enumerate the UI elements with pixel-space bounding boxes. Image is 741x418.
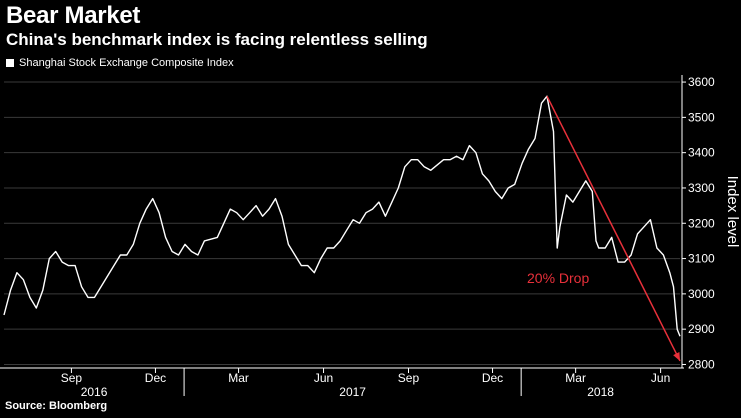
x-tick-label: Dec — [145, 371, 166, 385]
y-tick-label: 2900 — [688, 322, 715, 336]
y-tick-label: 3100 — [688, 252, 715, 266]
series-line — [3, 95, 681, 337]
x-tick-label: Dec — [482, 371, 503, 385]
y-tick-label: 2800 — [688, 357, 715, 371]
chart-title: Bear Market — [6, 2, 141, 29]
annotation-arrow — [546, 95, 681, 362]
legend: Shanghai Stock Exchange Composite Index — [6, 57, 234, 69]
y-tick-label: 3000 — [688, 287, 715, 301]
y-tick-label: 3400 — [688, 146, 715, 160]
y-axis-title: Index level — [724, 176, 741, 248]
x-tick-label: Mar — [228, 371, 249, 385]
year-label: 2018 — [587, 385, 614, 399]
annotation-arrowhead — [673, 351, 680, 361]
x-tick-label: Sep — [398, 371, 420, 385]
annotation-label: 20% Drop — [527, 270, 589, 286]
x-tick-label: Sep — [61, 371, 83, 385]
y-tick-label: 3200 — [688, 216, 715, 230]
x-tick-label: Jun — [314, 371, 333, 385]
legend-label: Shanghai Stock Exchange Composite Index — [19, 57, 234, 69]
y-tick-label: 3300 — [688, 181, 715, 195]
year-label: 2016 — [81, 385, 108, 399]
y-tick-label: 3600 — [688, 75, 715, 89]
legend-swatch — [6, 59, 14, 67]
y-tick-label: 3500 — [688, 110, 715, 124]
chart-subtitle: China's benchmark index is facing relent… — [6, 30, 428, 49]
year-label: 2017 — [339, 385, 366, 399]
x-tick-label: Mar — [565, 371, 586, 385]
x-tick-label: Jun — [651, 371, 670, 385]
source-note: Source: Bloomberg — [5, 400, 108, 412]
